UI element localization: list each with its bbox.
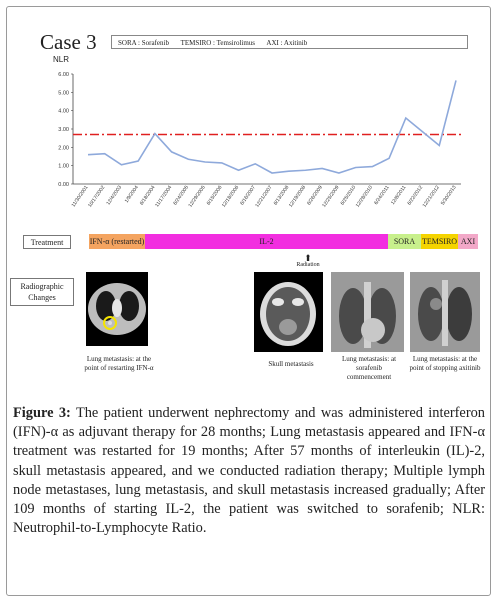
legend-item-sora: SORA : Sorafenib — [118, 39, 169, 47]
x-tick-label: 6/22/2012 — [407, 185, 425, 207]
figure-caption-text: The patient underwent nephrectomy and wa… — [13, 405, 485, 537]
treatment-bar-il2: IL-2 — [145, 234, 388, 249]
radiographic-changes-label: Radiographic Changes — [10, 278, 74, 306]
legend-item-axi: AXI : Axitinib — [266, 39, 308, 47]
up-arrow-icon: ⬆ — [304, 253, 312, 263]
radiograph-caption-3: Lung metastasis: at sorafenib commenceme… — [341, 355, 397, 381]
lung-ct-image — [86, 272, 148, 346]
drug-abbreviation-legend: SORA : Sorafenib TEMSIRO : Temsirolimus … — [111, 35, 468, 49]
x-tick-label: 1/9/2004 — [124, 185, 140, 205]
radiograph-caption-4: Lung metastasis: at the point of stoppin… — [409, 355, 481, 372]
treatment-label: Treatment — [23, 235, 71, 249]
y-tick-label: 2.00 — [58, 145, 69, 151]
x-tick-label: 6/26/2009 — [306, 185, 324, 207]
x-tick-label: 6/24/2011 — [373, 185, 391, 207]
treatment-bar-temsiro-text: TEMSIRO — [421, 237, 458, 246]
x-tick-label: 6/16/2007 — [239, 185, 257, 207]
radiation-marker: ⬆ Radiation — [296, 253, 320, 269]
nlr-series-line — [87, 80, 457, 174]
x-tick-label: 12/29/2005 — [187, 185, 206, 209]
figure-caption: Figure 3: The patient underwent nephrect… — [13, 404, 485, 538]
x-tick-label: 6/18/2004 — [139, 185, 157, 207]
y-tick-labels: 0.00 1.00 2.00 3.00 4.00 5.00 6.00 — [58, 72, 73, 188]
x-tick-label: 12/4/2003 — [105, 185, 123, 207]
y-tick-label: 6.00 — [58, 72, 69, 78]
x-tick-label: 12/21/2012 — [422, 185, 441, 209]
y-tick-label: 1.00 — [58, 164, 69, 170]
treatment-bar-temsiro: TEMSIRO — [421, 234, 458, 249]
x-tick-label: 6/15/2006 — [206, 185, 224, 207]
chest-xray-sorafenib — [331, 272, 404, 352]
nlr-series — [87, 80, 457, 174]
legend-item-temsiro: TEMSIRO : Temsirolimus — [180, 39, 256, 47]
treatment-bar-sora: SORA — [388, 234, 421, 249]
y-axis-label: NLR — [53, 55, 69, 64]
y-tick-label: 3.00 — [58, 127, 69, 133]
x-tick-label: 6/13/2008 — [273, 185, 291, 207]
treatment-bar-axi-text: AXI — [460, 237, 476, 246]
x-tick-label: 12/28/2010 — [355, 185, 374, 209]
lesion-marker-circle — [103, 316, 117, 330]
x-tick-label: 12/8/2011 — [390, 185, 408, 207]
y-tick-label: 4.00 — [58, 109, 69, 115]
chest-xray-axitinib — [410, 272, 480, 352]
x-tick-label: 10/17/2002 — [87, 185, 106, 209]
x-tick-label: 6/25/2010 — [340, 185, 358, 207]
radiation-label: Radiation — [296, 262, 320, 268]
treatment-bar-ifn-text: IFN-α (restarted) — [89, 237, 145, 246]
x-tick-label: 12/25/2009 — [321, 185, 340, 209]
x-tick-label: 11/17/2004 — [154, 185, 173, 209]
y-tick-label: 0.00 — [58, 182, 69, 188]
case-title: Case 3 — [40, 30, 97, 54]
x-tick-label: 12/21/2007 — [254, 185, 273, 209]
x-tick-label: 12/18/2006 — [221, 185, 240, 209]
treatment-bar-sora-text: SORA — [393, 237, 416, 246]
radiograph-caption-1: Lung metastasis: at the point of restart… — [84, 355, 154, 372]
figure-frame — [6, 6, 491, 596]
x-tick-label: 5/30/2013 — [440, 185, 458, 207]
treatment-bar-ifn: IFN-α (restarted) — [89, 234, 145, 249]
x-tick-label: 12/19/2008 — [288, 185, 307, 209]
figure-caption-label: Figure 3: — [13, 405, 71, 421]
radiograph-caption-2: Skull metastasis — [268, 360, 314, 368]
treatment-bar-il2-text: IL-2 — [259, 237, 274, 246]
y-tick-label: 5.00 — [58, 90, 69, 96]
x-tick-label: 6/24/2005 — [172, 185, 190, 207]
skull-ct-image — [254, 272, 323, 352]
treatment-bar-axi: AXI — [458, 234, 478, 249]
